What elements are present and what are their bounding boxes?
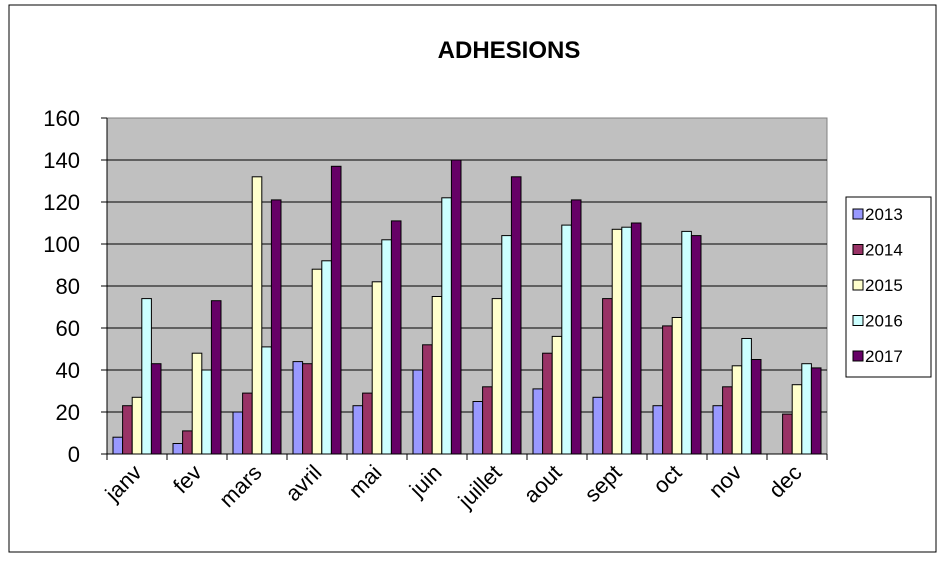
bar-2015-juillet: [491, 298, 503, 455]
bar-2017-sept: [630, 222, 642, 455]
bar-2016-janv: [141, 298, 152, 455]
bar-2014-juillet: [482, 386, 493, 455]
bar-2015-juin: [431, 296, 443, 455]
legend-swatch-2015: [852, 279, 864, 291]
bar-2017-dec: [810, 367, 822, 455]
y-tick-label: 80: [56, 274, 80, 299]
bar-2015-dec: [791, 384, 803, 455]
bar-2014-mars: [242, 392, 253, 455]
legend-label-2015: 2015: [865, 276, 903, 295]
bar-2016-dec: [801, 363, 812, 455]
bar-2017-oct: [690, 235, 702, 455]
y-tick-label: 20: [56, 400, 80, 425]
bar-2015-janv: [131, 396, 143, 455]
bar-2014-mai: [362, 392, 373, 455]
bar-2014-dec: [782, 413, 793, 455]
legend-label-2014: 2014: [865, 241, 903, 260]
y-tick-label: 120: [43, 190, 80, 215]
bar-2016-sept: [621, 226, 632, 455]
chart-title: ADHESIONS: [438, 37, 581, 64]
legend-swatch-2013: [852, 208, 864, 220]
bar-2017-fev: [210, 300, 222, 455]
y-tick-label: 60: [56, 316, 80, 341]
bar-2017-janv: [150, 363, 162, 455]
y-tick-label: 160: [43, 106, 80, 131]
y-tick-label: 0: [68, 442, 80, 467]
bar-2017-aout: [570, 199, 582, 455]
bar-2013-janv: [112, 436, 124, 455]
bar-2013-aout: [532, 388, 544, 455]
bar-2014-sept: [602, 298, 613, 455]
bar-2014-nov: [722, 386, 733, 455]
bar-2016-juin: [441, 197, 452, 455]
y-tick-label: 100: [43, 232, 80, 257]
legend-label-2016: 2016: [865, 312, 903, 331]
bar-2015-sept: [611, 228, 623, 455]
bar-2013-mars: [232, 411, 244, 455]
legend-swatch-2017: [852, 350, 864, 362]
bar-2013-sept: [592, 396, 604, 455]
bar-2013-avril: [292, 361, 304, 455]
gridlines: [107, 159, 827, 413]
bar-2016-aout: [561, 224, 572, 455]
bar-2014-aout: [542, 352, 553, 455]
bar-2013-oct: [652, 405, 664, 455]
y-tick-label: 140: [43, 148, 80, 173]
bar-2016-mars: [261, 346, 272, 455]
y-tick-label: 40: [56, 358, 80, 383]
bar-2016-avril: [321, 260, 332, 455]
bar-2013-fev: [172, 443, 184, 455]
bar-2013-nov: [712, 405, 724, 455]
bar-2017-avril: [330, 165, 342, 455]
bar-2017-juin: [450, 159, 462, 455]
y-axis: 0 20 40 60 80 100 120 140 160: [43, 106, 108, 467]
legend: 2013 2014 2015 2016 2017: [845, 196, 932, 378]
legend-label-2017: 2017: [865, 347, 903, 366]
bar-2014-janv: [122, 405, 133, 455]
legend-swatch-2014: [852, 244, 864, 255]
bar-2016-nov: [741, 338, 752, 455]
bar-2016-juillet: [501, 235, 512, 455]
legend-label-2013: 2013: [865, 205, 903, 224]
bar-2014-juin: [422, 344, 433, 455]
bar-2016-mai: [381, 239, 392, 455]
bar-2013-juillet: [472, 401, 484, 455]
bar-2017-juillet: [510, 176, 522, 455]
legend-swatch-2016: [852, 315, 864, 326]
bar-2015-fev: [191, 352, 203, 455]
bar-2017-mars: [270, 199, 282, 455]
bar-2013-juin: [412, 369, 424, 455]
bar-2015-aout: [551, 335, 563, 455]
bar-2015-mai: [371, 281, 383, 455]
bar-2014-fev: [182, 430, 193, 455]
bar-2015-avril: [311, 268, 323, 455]
bar-2015-mars: [251, 176, 263, 455]
bar-2015-nov: [731, 365, 743, 455]
bar-2016-fev: [201, 369, 212, 455]
bar-2017-mai: [390, 220, 402, 455]
bar-2013-mai: [352, 405, 364, 455]
bar-2015-oct: [671, 317, 683, 455]
bar-2014-oct: [662, 325, 673, 455]
bars: [112, 159, 822, 455]
bar-2014-avril: [302, 363, 313, 455]
bar-2016-oct: [681, 230, 692, 455]
bar-2017-nov: [750, 359, 762, 455]
